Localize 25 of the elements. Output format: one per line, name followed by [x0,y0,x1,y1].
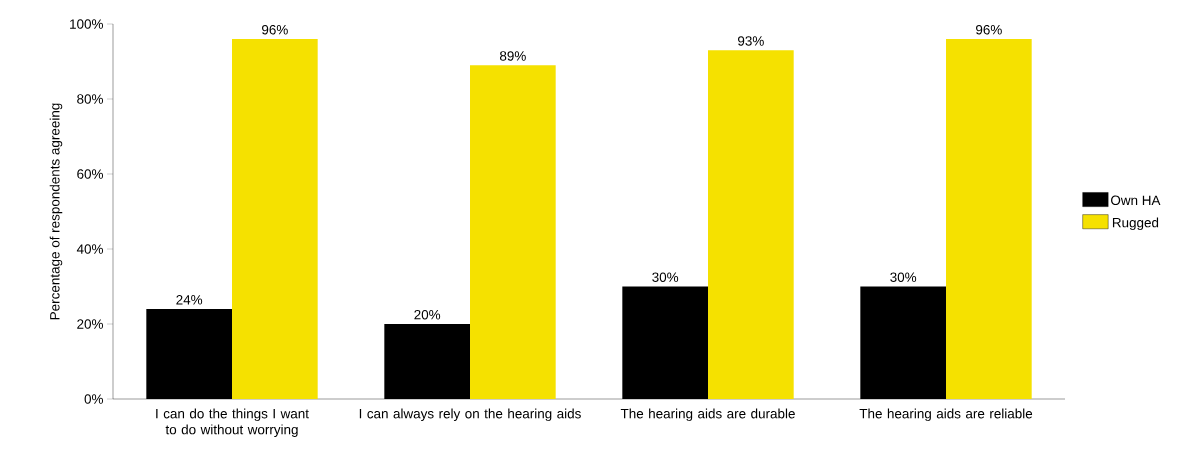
data-label: 24% [176,295,203,305]
data-label: 30% [652,272,679,282]
bar [946,39,1032,399]
y-tick-label: 100% [70,19,103,29]
data-label: 93% [738,36,764,46]
y-axis-title: Percentage of respondents agreeing [49,103,63,320]
legend-label: Own HA [1111,195,1161,206]
data-label: 96% [262,24,288,35]
legend-label: Rugged [1112,217,1159,231]
x-tick-label: The hearing aids are durable [620,408,795,422]
y-tick-label: 0% [84,394,103,404]
x-tick-label: The hearing aids are reliable [859,408,1033,422]
y-tick-label: 60% [77,169,103,179]
data-label: 96% [976,24,1002,35]
data-label: 30% [890,272,917,282]
x-tick-label: I can always rely on the hearing aids [359,408,581,422]
bar [470,65,556,399]
bar [708,50,794,399]
x-tick-label: I can do the things I want to do without worrying [156,408,309,437]
y-tick-label: 20% [77,319,103,329]
data-label: 89% [499,51,526,61]
y-tick-label: 40% [76,244,103,254]
bar [232,39,318,399]
y-tick-label: 80% [77,94,103,104]
data-label: 20% [414,309,441,320]
